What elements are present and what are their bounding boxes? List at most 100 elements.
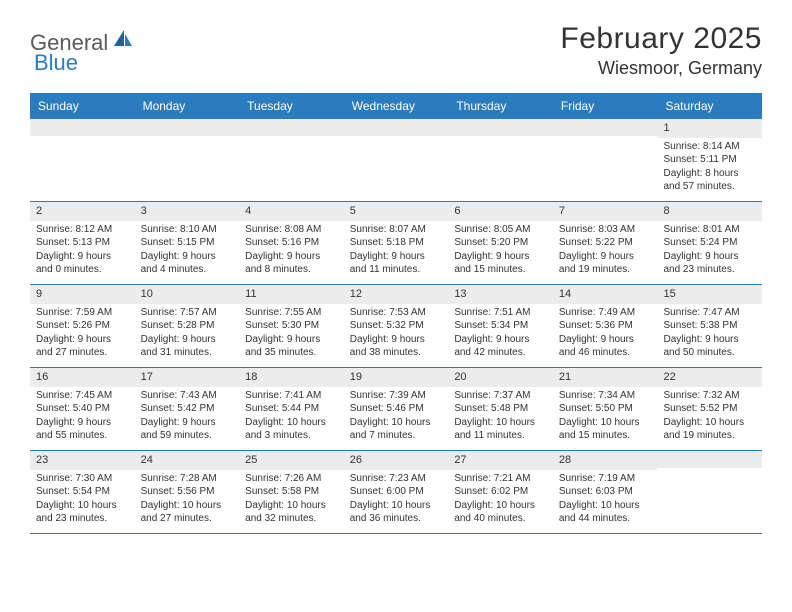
daylight-text: Daylight: 10 hours and 32 minutes. bbox=[245, 499, 338, 526]
day-number: 17 bbox=[135, 368, 240, 387]
day-details: Sunrise: 7:43 AMSunset: 5:42 PMDaylight:… bbox=[135, 387, 240, 447]
calendar-day-cell: 20Sunrise: 7:37 AMSunset: 5:48 PMDayligh… bbox=[448, 368, 553, 450]
sunrise-text: Sunrise: 8:07 AM bbox=[350, 223, 443, 237]
day-number: 25 bbox=[239, 451, 344, 470]
sunset-text: Sunset: 5:42 PM bbox=[141, 402, 234, 416]
day-details: Sunrise: 8:05 AMSunset: 5:20 PMDaylight:… bbox=[448, 221, 553, 281]
title-block: February 2025 Wiesmoor, Germany bbox=[560, 22, 762, 79]
sunset-text: Sunset: 6:00 PM bbox=[350, 485, 443, 499]
sunset-text: Sunset: 5:24 PM bbox=[663, 236, 756, 250]
daylight-text: Daylight: 10 hours and 40 minutes. bbox=[454, 499, 547, 526]
calendar-page: General February 2025 Wiesmoor, Germany … bbox=[0, 0, 792, 554]
day-number: 4 bbox=[239, 202, 344, 221]
sunrise-text: Sunrise: 7:21 AM bbox=[454, 472, 547, 486]
calendar-day-cell: 28Sunrise: 7:19 AMSunset: 6:03 PMDayligh… bbox=[553, 451, 658, 533]
sunset-text: Sunset: 5:38 PM bbox=[663, 319, 756, 333]
sunrise-text: Sunrise: 7:59 AM bbox=[36, 306, 129, 320]
daylight-text: Daylight: 10 hours and 15 minutes. bbox=[559, 416, 652, 443]
sunrise-text: Sunrise: 7:47 AM bbox=[663, 306, 756, 320]
day-number: 23 bbox=[30, 451, 135, 470]
sunset-text: Sunset: 6:03 PM bbox=[559, 485, 652, 499]
calendar-day-cell bbox=[30, 119, 135, 201]
daylight-text: Daylight: 10 hours and 3 minutes. bbox=[245, 416, 338, 443]
daylight-text: Daylight: 9 hours and 11 minutes. bbox=[350, 250, 443, 277]
daylight-text: Daylight: 9 hours and 27 minutes. bbox=[36, 333, 129, 360]
sunrise-text: Sunrise: 8:03 AM bbox=[559, 223, 652, 237]
calendar-week-row: 9Sunrise: 7:59 AMSunset: 5:26 PMDaylight… bbox=[30, 285, 762, 368]
sunrise-text: Sunrise: 8:05 AM bbox=[454, 223, 547, 237]
day-number: 28 bbox=[553, 451, 658, 470]
day-number bbox=[135, 119, 240, 136]
day-details: Sunrise: 7:55 AMSunset: 5:30 PMDaylight:… bbox=[239, 304, 344, 364]
sunset-text: Sunset: 5:28 PM bbox=[141, 319, 234, 333]
sunrise-text: Sunrise: 7:30 AM bbox=[36, 472, 129, 486]
sunrise-text: Sunrise: 7:43 AM bbox=[141, 389, 234, 403]
sunset-text: Sunset: 5:16 PM bbox=[245, 236, 338, 250]
logo-blue-text: Blue bbox=[34, 50, 78, 76]
day-number: 6 bbox=[448, 202, 553, 221]
sunset-text: Sunset: 5:20 PM bbox=[454, 236, 547, 250]
day-details: Sunrise: 7:19 AMSunset: 6:03 PMDaylight:… bbox=[553, 470, 658, 530]
day-number bbox=[448, 119, 553, 136]
sunrise-text: Sunrise: 8:14 AM bbox=[663, 140, 756, 154]
sunset-text: Sunset: 5:56 PM bbox=[141, 485, 234, 499]
day-number bbox=[30, 119, 135, 136]
sunset-text: Sunset: 5:40 PM bbox=[36, 402, 129, 416]
day-details: Sunrise: 8:01 AMSunset: 5:24 PMDaylight:… bbox=[657, 221, 762, 281]
day-details: Sunrise: 7:47 AMSunset: 5:38 PMDaylight:… bbox=[657, 304, 762, 364]
sunrise-text: Sunrise: 7:23 AM bbox=[350, 472, 443, 486]
daylight-text: Daylight: 10 hours and 19 minutes. bbox=[663, 416, 756, 443]
day-number: 7 bbox=[553, 202, 658, 221]
weekday-header: Sunday bbox=[30, 93, 135, 119]
calendar-day-cell: 26 Sunrise: 7:23 AMSunset: 6:00 PMDayligh… bbox=[344, 451, 449, 533]
sunrise-text: Sunrise: 7:34 AM bbox=[559, 389, 652, 403]
sunrise-text: Sunrise: 8:01 AM bbox=[663, 223, 756, 237]
day-number: 10 bbox=[135, 285, 240, 304]
calendar-day-cell: 2Sunrise: 8:12 AMSunset: 5:13 PMDaylight… bbox=[30, 202, 135, 284]
sunrise-text: Sunrise: 8:10 AM bbox=[141, 223, 234, 237]
calendar-week-row: 23Sunrise: 7:30 AMSunset: 5:54 PMDayligh… bbox=[30, 451, 762, 534]
sunrise-text: Sunrise: 7:41 AM bbox=[245, 389, 338, 403]
sunrise-text: Sunrise: 7:55 AM bbox=[245, 306, 338, 320]
calendar-day-cell: 16Sunrise: 7:45 AMSunset: 5:40 PMDayligh… bbox=[30, 368, 135, 450]
daylight-text: Daylight: 10 hours and 23 minutes. bbox=[36, 499, 129, 526]
calendar-day-cell: 18Sunrise: 7:41 AMSunset: 5:44 PMDayligh… bbox=[239, 368, 344, 450]
calendar-day-cell: 7Sunrise: 8:03 AMSunset: 5:22 PMDaylight… bbox=[553, 202, 658, 284]
daylight-text: Daylight: 9 hours and 19 minutes. bbox=[559, 250, 652, 277]
calendar-day-cell: 3Sunrise: 8:10 AMSunset: 5:15 PMDaylight… bbox=[135, 202, 240, 284]
day-details: Sunrise: 7:41 AMSunset: 5:44 PMDaylight:… bbox=[239, 387, 344, 447]
day-number: 21 bbox=[553, 368, 658, 387]
daylight-text: Daylight: 9 hours and 15 minutes. bbox=[454, 250, 547, 277]
day-details: Sunrise: 7:39 AMSunset: 5:46 PMDaylight:… bbox=[344, 387, 449, 447]
daylight-text: Daylight: 9 hours and 38 minutes. bbox=[350, 333, 443, 360]
sunrise-text: Sunrise: 7:28 AM bbox=[141, 472, 234, 486]
daylight-text: Daylight: 10 hours and 11 minutes. bbox=[454, 416, 547, 443]
daylight-text: Daylight: 10 hours and 36 minutes. bbox=[350, 499, 443, 526]
day-number bbox=[657, 451, 762, 468]
month-title: February 2025 bbox=[560, 22, 762, 56]
daylight-text: Daylight: 9 hours and 23 minutes. bbox=[663, 250, 756, 277]
sunrise-text: Sunrise: 7:37 AM bbox=[454, 389, 547, 403]
calendar-day-cell bbox=[239, 119, 344, 201]
calendar-day-cell bbox=[448, 119, 553, 201]
weekday-header: Thursday bbox=[448, 93, 553, 119]
daylight-text: Daylight: 9 hours and 4 minutes. bbox=[141, 250, 234, 277]
daylight-text: Daylight: 10 hours and 7 minutes. bbox=[350, 416, 443, 443]
calendar-day-cell: 19Sunrise: 7:39 AMSunset: 5:46 PMDayligh… bbox=[344, 368, 449, 450]
daylight-text: Daylight: 8 hours and 57 minutes. bbox=[663, 167, 756, 194]
daylight-text: Daylight: 9 hours and 55 minutes. bbox=[36, 416, 129, 443]
day-details: Sunrise: 7:21 AMSunset: 6:02 PMDaylight:… bbox=[448, 470, 553, 530]
day-number: 8 bbox=[657, 202, 762, 221]
weekday-header: Wednesday bbox=[344, 93, 449, 119]
day-number: 26 bbox=[344, 451, 449, 470]
sunset-text: Sunset: 5:13 PM bbox=[36, 236, 129, 250]
calendar-day-cell: 24Sunrise: 7:28 AMSunset: 5:56 PMDayligh… bbox=[135, 451, 240, 533]
calendar-day-cell: 4Sunrise: 8:08 AMSunset: 5:16 PMDaylight… bbox=[239, 202, 344, 284]
location-subtitle: Wiesmoor, Germany bbox=[560, 58, 762, 79]
calendar-week-row: 1Sunrise: 8:14 AMSunset: 5:11 PMDaylight… bbox=[30, 119, 762, 202]
sunrise-text: Sunrise: 7:45 AM bbox=[36, 389, 129, 403]
daylight-text: Daylight: 9 hours and 59 minutes. bbox=[141, 416, 234, 443]
calendar-day-cell: 6Sunrise: 8:05 AMSunset: 5:20 PMDaylight… bbox=[448, 202, 553, 284]
day-number: 5 bbox=[344, 202, 449, 221]
calendar-day-cell: 21Sunrise: 7:34 AMSunset: 5:50 PMDayligh… bbox=[553, 368, 658, 450]
